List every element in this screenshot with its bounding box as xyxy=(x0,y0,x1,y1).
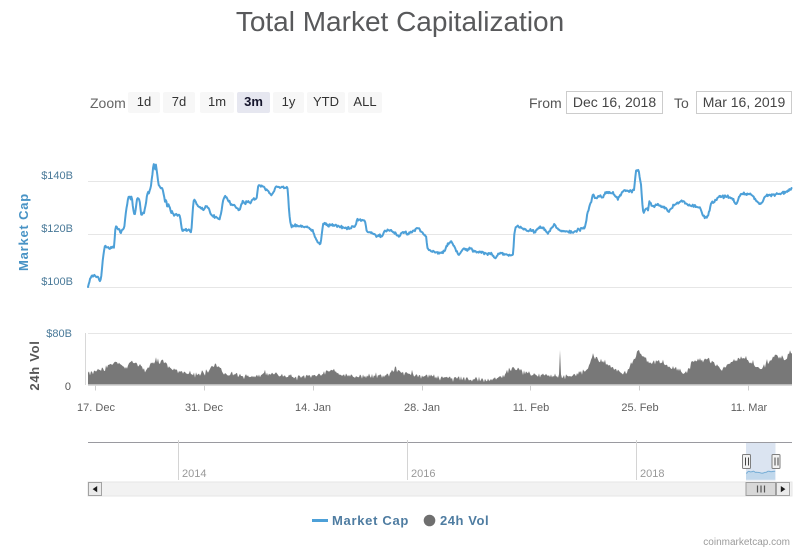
svg-text:25. Feb: 25. Feb xyxy=(621,402,658,414)
svg-text:11. Feb: 11. Feb xyxy=(513,402,550,414)
svg-text:coinmarketcap.com: coinmarketcap.com xyxy=(703,537,790,548)
svg-text:24h Vol: 24h Vol xyxy=(440,513,489,528)
svg-text:31. Dec: 31. Dec xyxy=(185,402,223,414)
svg-text:11. Mar: 11. Mar xyxy=(731,402,768,414)
svg-text:$120B: $120B xyxy=(41,223,73,235)
svg-text:0: 0 xyxy=(65,381,71,393)
svg-text:$100B: $100B xyxy=(41,276,73,288)
svg-text:24h Vol: 24h Vol xyxy=(27,340,42,390)
svg-text:2014: 2014 xyxy=(182,468,206,480)
svg-text:2016: 2016 xyxy=(411,468,435,480)
svg-text:17. Dec: 17. Dec xyxy=(77,402,115,414)
svg-text:28. Jan: 28. Jan xyxy=(404,402,440,414)
svg-text:$80B: $80B xyxy=(46,328,72,340)
svg-text:Market Cap: Market Cap xyxy=(16,193,31,271)
svg-text:14. Jan: 14. Jan xyxy=(295,402,331,414)
svg-text:$140B: $140B xyxy=(41,170,73,182)
svg-text:Market Cap: Market Cap xyxy=(332,513,409,528)
svg-text:2018: 2018 xyxy=(640,468,664,480)
